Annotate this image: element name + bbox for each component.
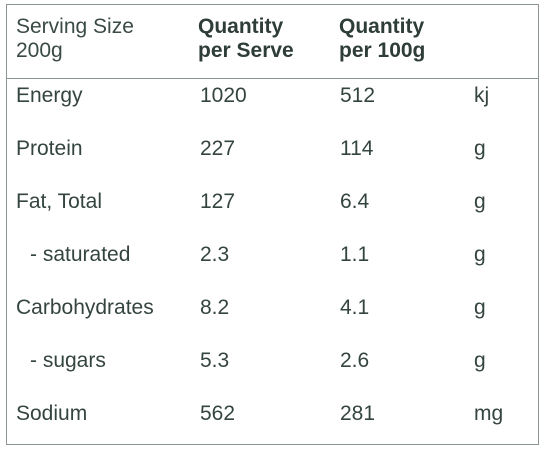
nutrient-name: Protein: [16, 137, 83, 160]
per-100g-value: 2.6: [340, 349, 370, 372]
per-serve-value: 2.3: [200, 243, 230, 266]
nutrition-table: Serving Size 200g Quantity per Serve Qua…: [6, 4, 539, 445]
table-row-sodium: Sodium 562 281 mg: [7, 399, 538, 429]
nutrient-name: - sugars: [30, 349, 106, 372]
nutrient-name: Fat, Total: [16, 190, 102, 213]
per-100g-value: 1.1: [340, 243, 370, 266]
per-serve-value: 5.3: [200, 349, 230, 372]
per-100g-value: 114: [340, 137, 374, 160]
table-header: Serving Size 200g Quantity per Serve Qua…: [7, 5, 538, 79]
per-100g-header-line1: Quantity: [339, 15, 425, 38]
per-serve-value: 8.2: [200, 296, 230, 319]
per-100g-header: Quantity per 100g: [339, 15, 425, 63]
per-100g-value: 6.4: [340, 190, 370, 213]
serving-size-value: 200g: [16, 39, 63, 62]
unit: g: [474, 243, 486, 266]
nutrient-name: Carbohydrates: [16, 296, 154, 319]
per-serve-value: 1020: [200, 84, 247, 107]
per-serve-value: 562: [200, 402, 236, 425]
table-row-fat-total: Fat, Total 127 6.4 g: [7, 187, 538, 217]
per-100g-value: 281: [340, 402, 376, 425]
unit: g: [474, 190, 486, 213]
per-serve-header-line2: per Serve: [198, 39, 294, 62]
table-row-energy: Energy 1020 512 kj: [7, 81, 538, 111]
per-100g-value: 512: [340, 84, 376, 107]
per-serve-header-line1: Quantity: [198, 15, 284, 38]
per-100g-header-line2: per 100g: [339, 39, 426, 62]
nutrient-name: Energy: [16, 84, 83, 107]
table-row-carbohydrates: Carbohydrates 8.2 4.1 g: [7, 293, 538, 323]
unit: g: [474, 137, 486, 160]
table-row-sugars: - sugars 5.3 2.6 g: [7, 346, 538, 376]
per-100g-value: 4.1: [340, 296, 370, 319]
serving-size-label: Serving Size: [16, 15, 134, 38]
per-serve-header: Quantity per Serve: [198, 15, 294, 63]
nutrient-name: - saturated: [30, 243, 131, 266]
serving-size-header: Serving Size 200g: [16, 15, 134, 63]
unit: g: [474, 349, 486, 372]
per-serve-value: 227: [200, 137, 236, 160]
per-serve-value: 127: [200, 190, 236, 213]
table-row-saturated: - saturated 2.3 1.1 g: [7, 240, 538, 270]
nutrient-name: Sodium: [16, 402, 88, 425]
table-row-protein: Protein 227 114 g: [7, 134, 538, 164]
unit: g: [474, 296, 486, 319]
unit: kj: [474, 84, 490, 107]
unit: mg: [474, 402, 504, 425]
